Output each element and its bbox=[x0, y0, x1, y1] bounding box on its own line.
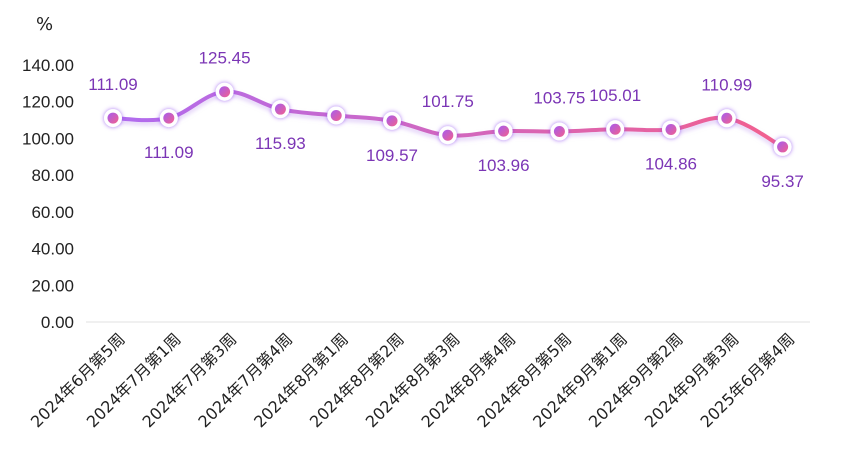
data-point-marker bbox=[777, 141, 789, 153]
data-label: 115.93 bbox=[255, 134, 306, 153]
data-label: 101.75 bbox=[422, 92, 474, 111]
y-tick-label: 20.00 bbox=[31, 276, 74, 295]
data-point bbox=[606, 120, 625, 139]
data-label: 111.09 bbox=[144, 143, 193, 162]
data-point-marker bbox=[163, 112, 175, 124]
data-point-marker bbox=[219, 86, 231, 98]
data-point-marker bbox=[330, 109, 342, 121]
data-label: 103.75 bbox=[533, 89, 585, 108]
data-labels: 111.09 111.09 125.45 115.93 109.57 101.75 103.… bbox=[88, 49, 804, 191]
data-point-marker bbox=[721, 112, 733, 124]
data-point bbox=[494, 122, 513, 141]
y-tick-label: 40.00 bbox=[31, 240, 74, 259]
data-label: 103.96 bbox=[478, 156, 530, 175]
data-point bbox=[383, 111, 401, 130]
data-point bbox=[271, 100, 290, 119]
data-label: 104.86 bbox=[645, 155, 697, 174]
data-point bbox=[773, 137, 792, 156]
x-tick-label: 2024年9月第2周 bbox=[585, 329, 687, 431]
data-point-marker bbox=[442, 129, 454, 141]
x-tick-label: 2024年8月第2周 bbox=[306, 329, 408, 431]
data-point bbox=[215, 82, 234, 101]
x-tick-label: 2025年6月第4周 bbox=[697, 329, 799, 431]
x-tick-label: 2024年8月第4周 bbox=[418, 329, 520, 431]
x-tick-label: 2024年7月第1周 bbox=[83, 329, 185, 431]
data-point bbox=[550, 122, 569, 141]
data-point bbox=[662, 120, 680, 139]
data-label: 105.01 bbox=[589, 86, 641, 105]
x-tick-label: 2024年9月第1周 bbox=[529, 329, 631, 431]
data-point-marker bbox=[665, 124, 677, 136]
y-tick-label: 80.00 bbox=[31, 166, 74, 185]
x-tick-label: 2024年8月第3周 bbox=[362, 329, 464, 431]
data-point-marker bbox=[274, 103, 286, 115]
data-points bbox=[104, 82, 792, 156]
x-tick-label: 2024年9月第3周 bbox=[641, 329, 743, 431]
x-tick-label: 2024年7月第4周 bbox=[194, 329, 296, 431]
data-label: 111.09 bbox=[88, 75, 137, 94]
data-point-marker bbox=[498, 125, 510, 137]
data-label: 125.45 bbox=[199, 49, 251, 68]
y-tick-label: 100.00 bbox=[22, 129, 74, 148]
x-tick-label: 2024年8月第5周 bbox=[473, 329, 575, 431]
data-label: 110.99 bbox=[701, 75, 752, 94]
data-point bbox=[717, 109, 736, 128]
data-point bbox=[159, 109, 178, 128]
data-point-marker bbox=[386, 115, 398, 127]
x-tick-label: 2024年7月第3周 bbox=[139, 329, 241, 431]
y-tick-label: 140.00 bbox=[22, 56, 74, 75]
y-tick-label: 0.00 bbox=[41, 313, 74, 332]
y-axis-unit: % bbox=[36, 14, 53, 35]
x-tick-label: 2024年8月第1周 bbox=[250, 329, 352, 431]
data-point bbox=[438, 126, 457, 145]
x-tick-label: 2024年6月第5周 bbox=[27, 329, 129, 431]
data-point-marker bbox=[107, 112, 119, 124]
x-axis-ticks: 2024年6月第5周2024年7月第1周2024年7月第3周2024年7月第4周… bbox=[27, 329, 798, 431]
y-tick-label: 120.00 bbox=[22, 93, 74, 112]
data-label: 95.37 bbox=[761, 172, 804, 191]
data-point-marker bbox=[609, 123, 621, 135]
y-tick-label: 60.00 bbox=[31, 203, 74, 222]
data-point bbox=[104, 109, 122, 128]
y-axis-ticks: 0.00 20.00 40.00 60.00 80.00 100.00 120.00 140.… bbox=[22, 56, 74, 332]
data-point-marker bbox=[553, 126, 565, 138]
data-label: 109.57 bbox=[366, 146, 418, 165]
data-point bbox=[327, 106, 346, 125]
